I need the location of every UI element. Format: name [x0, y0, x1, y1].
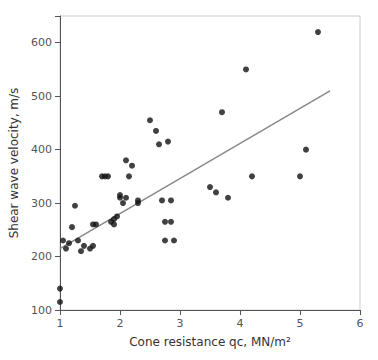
svg-text:2: 2 — [117, 317, 124, 330]
svg-text:400: 400 — [31, 143, 52, 156]
svg-text:Cone resistance qc, MN/m²: Cone resistance qc, MN/m² — [129, 335, 291, 349]
svg-text:600: 600 — [31, 36, 52, 49]
svg-text:1: 1 — [57, 317, 64, 330]
svg-text:500: 500 — [31, 90, 52, 103]
svg-text:100: 100 — [31, 304, 52, 317]
svg-text:4: 4 — [237, 317, 244, 330]
svg-text:5: 5 — [297, 317, 304, 330]
svg-text:Shear wave velocity, m/s: Shear wave velocity, m/s — [7, 88, 21, 239]
svg-text:3: 3 — [177, 317, 184, 330]
svg-text:200: 200 — [31, 250, 52, 263]
svg-text:300: 300 — [31, 197, 52, 210]
svg-text:6: 6 — [357, 317, 364, 330]
